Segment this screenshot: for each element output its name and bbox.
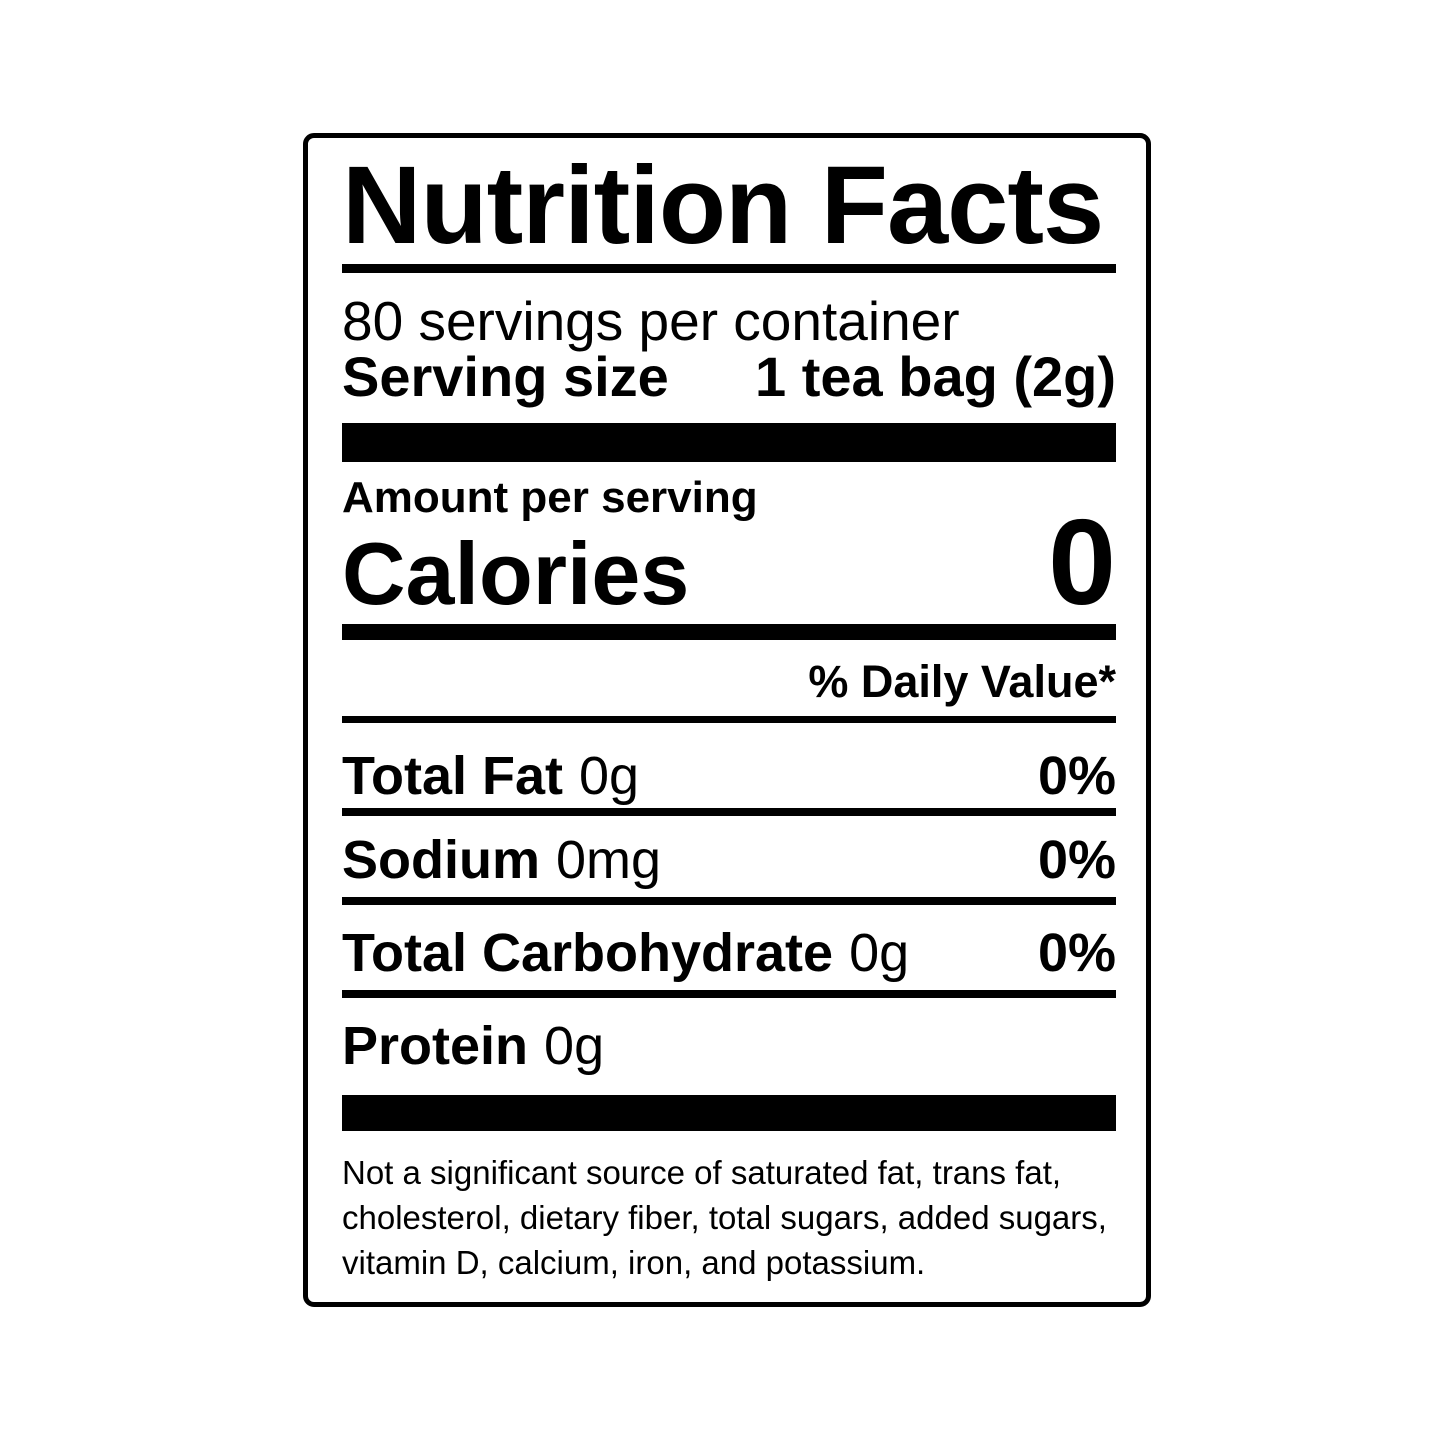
nutrient-name: Total Fat (342, 746, 563, 806)
daily-value-header: % Daily Value* (808, 656, 1116, 707)
nutrient-left: Total Fat 0g (342, 749, 639, 803)
calories-value: 0 (1048, 494, 1116, 630)
daily-value-rule (342, 716, 1116, 723)
calories-rule (342, 624, 1116, 640)
nutrient-amount: 0g (849, 923, 910, 983)
nutrient-row-sodium: Sodium 0mg 0% (342, 833, 1116, 887)
row-separator (342, 990, 1116, 998)
calories-label: Calories (342, 524, 690, 623)
row-separator (342, 897, 1116, 905)
footnote-line: Not a significant source of saturated fa… (342, 1154, 1062, 1191)
nutrient-daily-value: 0% (1037, 830, 1116, 890)
serving-size-label: Serving size (342, 345, 669, 408)
nutrient-row-total-carbohydrate: Total Carbohydrate 0g 0% (342, 926, 1116, 980)
nutrient-name: Protein (342, 1016, 529, 1076)
footnote-line: vitamin D, calcium, iron, and potassium. (342, 1244, 926, 1281)
amount-per-serving-label: Amount per serving (342, 473, 758, 522)
nutrient-left: Sodium 0mg (342, 833, 661, 887)
nutrient-daily-value: 0% (1037, 923, 1116, 983)
nutrient-left: Total Carbohydrate 0g (342, 926, 909, 980)
nutrient-row-total-fat: Total Fat 0g 0% (342, 749, 1116, 803)
nutrient-name: Sodium (342, 830, 540, 890)
title-rule (342, 264, 1116, 273)
nutrient-left: Protein 0g (342, 1019, 604, 1073)
footnote-line: cholesterol, dietary fiber, total sugars… (342, 1199, 1107, 1236)
row-separator (342, 808, 1116, 816)
serving-size-row: Serving size 1 tea bag (2g) (342, 349, 1116, 405)
servings-per-container: 80 servings per container (342, 290, 960, 352)
footnote: Not a significant source of saturated fa… (342, 1150, 1116, 1285)
header-separator-bar (342, 423, 1116, 462)
nutrient-amount: 0mg (556, 830, 662, 890)
nutrient-daily-value: 0% (1037, 746, 1116, 806)
footnote-separator-bar (342, 1095, 1116, 1131)
nutrient-amount: 0g (578, 746, 640, 806)
nutrient-name: Total Carbohydrate (342, 923, 834, 983)
label-title: Nutrition Facts (342, 144, 1104, 267)
nutrient-row-protein: Protein 0g (342, 1019, 1116, 1073)
nutrient-amount: 0g (544, 1016, 605, 1076)
nutrition-facts-label: Nutrition Facts 80 servings per containe… (303, 133, 1151, 1307)
serving-size-value: 1 tea bag (2g) (755, 345, 1116, 408)
